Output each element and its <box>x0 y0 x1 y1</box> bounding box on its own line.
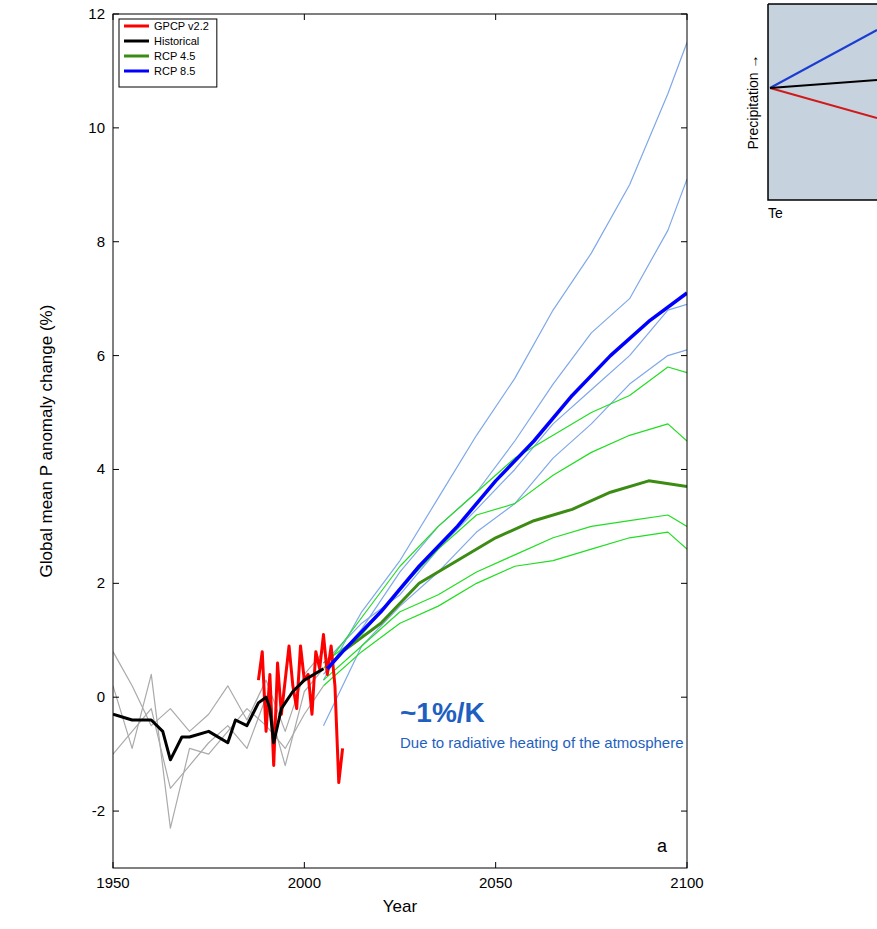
x-tick <box>304 862 305 868</box>
series-line <box>327 293 687 669</box>
series-line <box>327 481 687 669</box>
annotation: Due to radiative heating of the atmosphe… <box>400 734 684 751</box>
y-tick-label: -2 <box>92 802 105 819</box>
inset-line <box>770 80 877 88</box>
plot-frame <box>113 14 687 868</box>
ensemble-line <box>323 304 687 663</box>
x-tick <box>495 862 496 868</box>
y-tick <box>681 14 687 15</box>
y-tick <box>681 355 687 356</box>
annotation: ~1%/K <box>400 697 485 728</box>
y-tick <box>113 355 119 356</box>
legend-swatch <box>124 55 149 58</box>
ensemble-line <box>323 367 687 669</box>
legend-swatch <box>124 70 149 73</box>
legend-label: Historical <box>154 35 199 47</box>
y-tick <box>681 697 687 698</box>
x-tick <box>495 14 496 20</box>
x-tick <box>113 14 114 20</box>
chart: Precipitation → Te 1950 2000 2050 2100 -2 0 2 4 6 8… <box>0 0 877 929</box>
y-tick <box>113 241 119 242</box>
x-tick-label: 2100 <box>670 874 703 891</box>
x-tick <box>113 862 114 868</box>
y-tick-label: 12 <box>88 5 105 22</box>
inset-x-label: Te <box>768 205 783 221</box>
inset-frame <box>768 4 877 200</box>
x-tick <box>687 14 688 20</box>
y-tick-label: 8 <box>97 233 105 250</box>
panel-letter: a <box>657 836 668 856</box>
y-axis-title: Global mean P anomaly change (%) <box>37 305 56 578</box>
inset-line <box>770 88 877 118</box>
y-tick-label: 10 <box>88 119 105 136</box>
y-tick-label: 6 <box>97 347 105 364</box>
ensemble-line <box>323 350 687 726</box>
annotation-group: Due to radiative heating of the atmosphe… <box>398 733 686 752</box>
ensemble-line <box>323 532 687 686</box>
y-tick <box>681 583 687 584</box>
y-tick-label: 4 <box>97 460 105 477</box>
inset-y-label: Precipitation → <box>745 55 761 150</box>
y-tick <box>681 127 687 128</box>
y-tick <box>681 241 687 242</box>
y-tick <box>113 14 119 15</box>
x-tick-label: 2000 <box>288 874 321 891</box>
x-tick <box>304 14 305 20</box>
legend-label: GPCP v2.2 <box>154 20 209 32</box>
annotation-background <box>398 733 686 752</box>
legend: GPCP v2.2 Historical RCP 4.5 RCP 8.5 <box>119 19 217 87</box>
inset-line <box>770 30 877 88</box>
legend-box <box>119 19 217 87</box>
legend-swatch <box>124 40 149 43</box>
ensemble-line <box>113 674 323 828</box>
y-tick <box>113 811 119 812</box>
series-group <box>113 42 687 828</box>
x-tick <box>687 862 688 868</box>
inset: Precipitation → Te <box>745 4 877 221</box>
x-tick-label: 1950 <box>96 874 129 891</box>
y-tick <box>113 127 119 128</box>
y-tick <box>113 469 119 470</box>
legend-label: RCP 4.5 <box>154 50 195 62</box>
ensemble-line <box>323 42 687 680</box>
y-tick-label: 2 <box>97 574 105 591</box>
inset-background <box>768 4 877 200</box>
legend-label: RCP 8.5 <box>154 65 195 77</box>
y-tick <box>681 811 687 812</box>
y-tick <box>113 697 119 698</box>
x-axis-title: Year <box>383 897 418 916</box>
legend-swatch <box>124 25 149 28</box>
x-tick-label: 2050 <box>479 874 512 891</box>
series-line <box>113 669 323 760</box>
inset-frame <box>768 3 877 5</box>
ensemble-line <box>323 179 687 674</box>
y-tick-label: 0 <box>97 688 105 705</box>
y-tick <box>681 469 687 470</box>
y-tick <box>113 583 119 584</box>
ensemble-line <box>323 515 687 680</box>
